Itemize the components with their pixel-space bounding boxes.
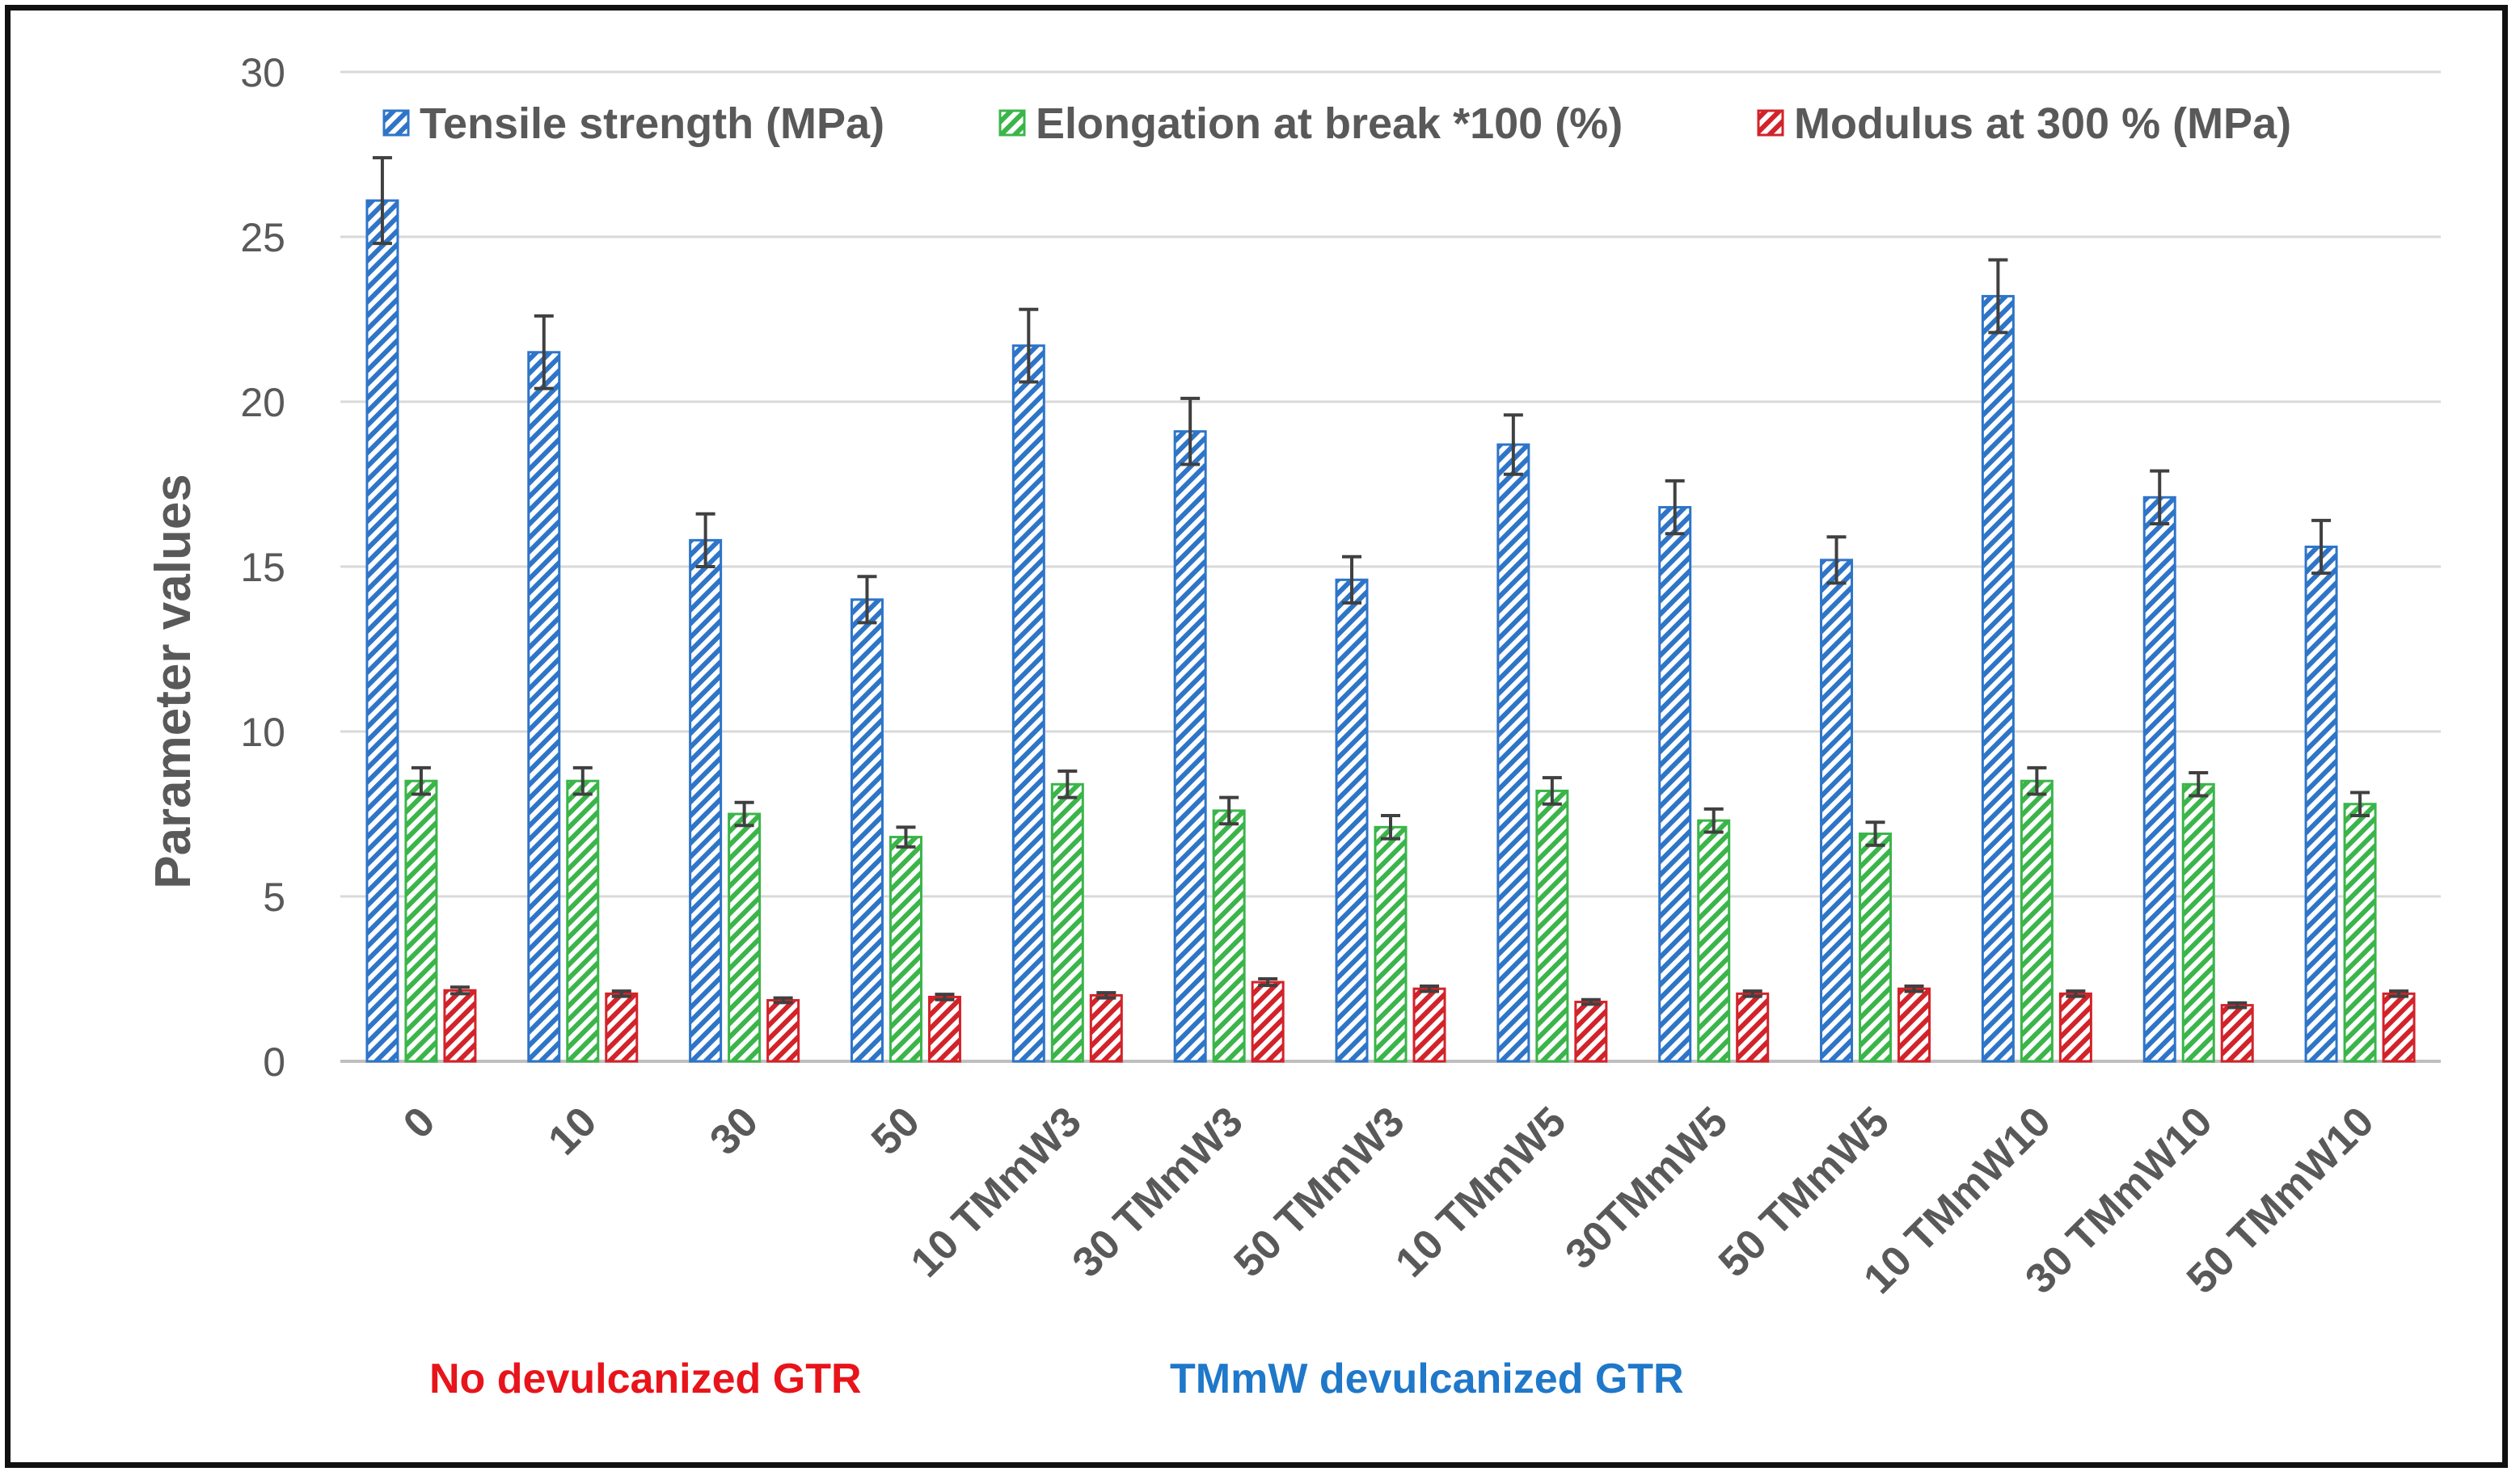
bar bbox=[1414, 989, 1445, 1061]
bar bbox=[1175, 432, 1205, 1061]
bar-group bbox=[690, 514, 799, 1061]
bar bbox=[1982, 296, 2013, 1061]
x-tick-label: 30TMmW5 bbox=[1556, 1098, 1737, 1278]
bar-group bbox=[1175, 398, 1283, 1061]
x-tick-label: 50 bbox=[863, 1098, 929, 1164]
bar bbox=[2021, 781, 2052, 1061]
bar bbox=[2222, 1006, 2252, 1061]
x-tick-label: 0 bbox=[395, 1098, 444, 1147]
bar-group bbox=[2306, 521, 2414, 1061]
legend-swatch bbox=[1758, 111, 1783, 135]
bar bbox=[406, 781, 437, 1061]
bar bbox=[929, 997, 960, 1061]
legend-swatch bbox=[1000, 111, 1024, 135]
legend-item: Elongation at break *100 (%) bbox=[1000, 99, 1623, 148]
legend-item: Modulus at 300 % (MPa) bbox=[1758, 99, 2291, 148]
bar bbox=[768, 1001, 799, 1061]
bar bbox=[1821, 560, 1852, 1061]
bar bbox=[1899, 989, 1930, 1061]
bar bbox=[1498, 445, 1529, 1061]
y-tick-label: 0 bbox=[263, 1039, 285, 1085]
y-tick-label: 5 bbox=[263, 875, 285, 920]
x-tick-label: 10 TMmW3 bbox=[902, 1098, 1091, 1286]
chart-frame: 0 5 10 15 20 25 30 0 10 30 50 10 TMmW3 30 TMmW3 50 T… bbox=[5, 5, 2508, 1468]
legend-item: Tensile strength (MPa) bbox=[384, 99, 884, 148]
bar bbox=[568, 781, 598, 1061]
bar-group bbox=[529, 316, 637, 1061]
x-axis-ticks: 0 10 30 5010 TMmW330 TMmW350 TMmW310 TMmW53… bbox=[395, 1098, 2383, 1303]
bar bbox=[2183, 784, 2214, 1061]
bar bbox=[1375, 827, 1406, 1061]
legend-label: Elongation at break *100 (%) bbox=[1036, 99, 1623, 148]
y-axis-title: Parameter values bbox=[146, 474, 201, 889]
bar-group bbox=[1336, 557, 1445, 1061]
bar bbox=[1737, 993, 1768, 1061]
bar bbox=[1214, 811, 1244, 1061]
bar-group bbox=[1660, 481, 1768, 1061]
bar bbox=[1660, 508, 1691, 1061]
y-tick-label: 30 bbox=[240, 50, 285, 95]
bar bbox=[445, 990, 475, 1061]
bars bbox=[367, 158, 2414, 1061]
legend: Tensile strength (MPa) Elongation at brea… bbox=[384, 99, 2291, 148]
bar bbox=[1336, 580, 1367, 1061]
bar-group bbox=[851, 576, 960, 1061]
x-tick-label: 10 bbox=[539, 1098, 606, 1164]
bar-group bbox=[1982, 260, 2091, 1061]
legend-label: Tensile strength (MPa) bbox=[420, 99, 884, 148]
bar bbox=[367, 200, 398, 1061]
y-tick-label: 20 bbox=[240, 380, 285, 425]
bar bbox=[1860, 833, 1891, 1061]
x-tick-label: 10 TMmW5 bbox=[1387, 1098, 1575, 1286]
bar-group bbox=[1013, 310, 1121, 1061]
y-tick-label: 10 bbox=[240, 710, 285, 755]
annotation-tmmw-devulcanized: TMmW devulcanized GTR bbox=[1170, 1356, 1684, 1402]
bar bbox=[1576, 1002, 1606, 1061]
bar bbox=[690, 540, 721, 1061]
bar-group bbox=[367, 158, 475, 1061]
bar bbox=[2345, 804, 2375, 1061]
y-tick-label: 25 bbox=[240, 215, 285, 260]
x-tick-label: 50 TMmW3 bbox=[1225, 1098, 1413, 1286]
bar bbox=[1052, 784, 1083, 1061]
legend-swatch bbox=[384, 111, 408, 135]
legend-label: Modulus at 300 % (MPa) bbox=[1794, 99, 2291, 148]
bar bbox=[2060, 993, 2091, 1061]
bar bbox=[1091, 995, 1121, 1061]
bar bbox=[1252, 982, 1283, 1061]
bar bbox=[1537, 791, 1568, 1061]
x-tick-label: 30 bbox=[701, 1098, 767, 1164]
bar bbox=[890, 837, 921, 1061]
bar bbox=[1699, 820, 1729, 1061]
bar bbox=[2144, 497, 2175, 1061]
bar bbox=[606, 993, 637, 1061]
y-tick-label: 15 bbox=[240, 545, 285, 590]
annotation-no-devulcanized: No devulcanized GTR bbox=[429, 1356, 862, 1402]
bar bbox=[1013, 346, 1044, 1061]
bar bbox=[729, 814, 760, 1061]
bar bbox=[2306, 547, 2336, 1061]
bar-chart: 0 5 10 15 20 25 30 0 10 30 5010 TMmW330 TMmW350 T… bbox=[11, 11, 2502, 1462]
bar-group bbox=[1498, 415, 1606, 1061]
y-axis-ticks: 0 5 10 15 20 25 30 bbox=[240, 50, 285, 1085]
bar bbox=[529, 352, 559, 1061]
x-tick-label: 30 TMmW3 bbox=[1064, 1098, 1252, 1286]
bar bbox=[851, 600, 882, 1061]
bar bbox=[2383, 993, 2414, 1061]
bar-group bbox=[1821, 537, 1930, 1061]
bar-group bbox=[2144, 471, 2252, 1061]
